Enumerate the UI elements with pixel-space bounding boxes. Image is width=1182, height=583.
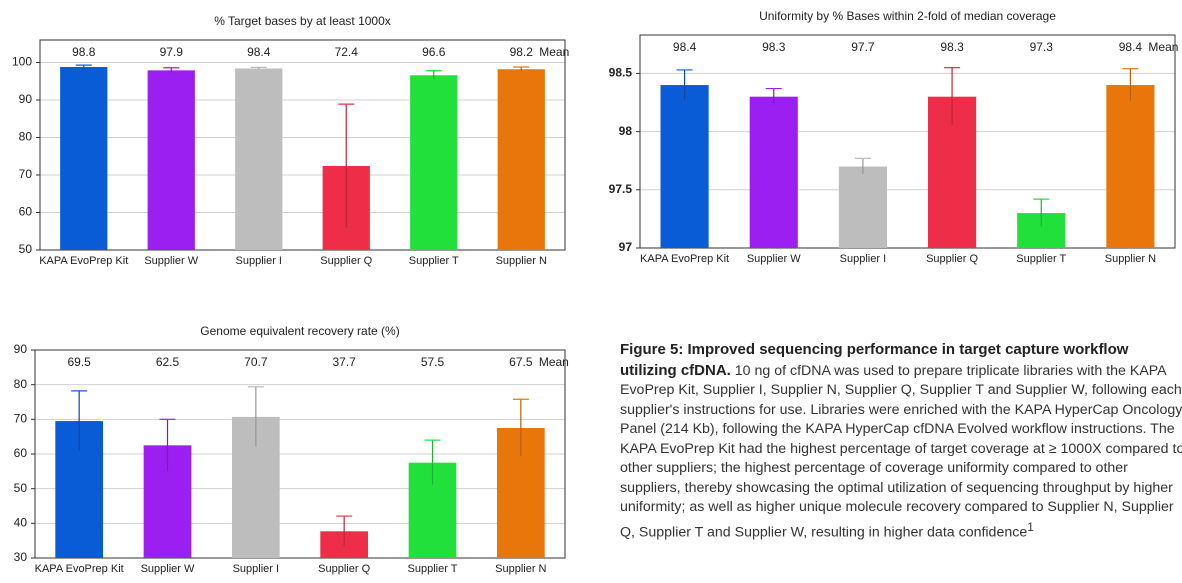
value-label: 98.8 — [72, 45, 96, 59]
x-tick-label: Supplier W — [747, 253, 801, 265]
bar — [749, 96, 798, 248]
value-label: 57.5 — [421, 355, 445, 369]
mean-label: Mean — [539, 45, 569, 59]
value-label: 62.5 — [156, 355, 180, 369]
x-tick-label: KAPA EvoPrep Kit — [640, 253, 729, 265]
y-tick-label: 30 — [14, 550, 28, 564]
value-label: 98.3 — [940, 40, 964, 54]
x-tick-label: Supplier Q — [320, 255, 372, 267]
caption: Figure 5: Improved sequencing performanc… — [620, 340, 1182, 543]
value-label: 67.5 — [509, 355, 533, 369]
chart-title: % Target bases by at least 1000x — [214, 14, 391, 28]
plot-frame — [34, 349, 566, 559]
y-tick-label: 40 — [14, 516, 28, 530]
y-tick-label: 90 — [14, 342, 28, 356]
y-tick-label: 100 — [12, 55, 32, 69]
y-tick-label: 60 — [14, 446, 28, 460]
mean-label: Mean — [1148, 40, 1178, 54]
caption-title: Figure 5: Improved sequencing performanc… — [620, 341, 1129, 379]
value-label: 97.7 — [851, 40, 875, 54]
y-tick-label: 70 — [19, 167, 33, 181]
x-tick-label: Supplier I — [233, 563, 279, 575]
bar — [147, 70, 195, 250]
y-tick-label: 97 — [619, 240, 633, 254]
value-label: 69.5 — [67, 355, 91, 369]
value-label: 70.7 — [244, 355, 268, 369]
value-label: 98.2 — [510, 45, 534, 59]
chart-title: Genome equivalent recovery rate (%) — [200, 324, 399, 338]
x-tick-label: Supplier T — [408, 563, 458, 575]
x-tick-label: KAPA EvoPrep Kit — [35, 563, 124, 575]
y-tick-label: 90 — [19, 92, 33, 106]
bar — [838, 166, 887, 248]
bar — [497, 69, 545, 250]
x-tick-label: KAPA EvoPrep Kit — [39, 255, 128, 267]
plot-frame — [39, 39, 566, 251]
x-tick-label: Supplier T — [1016, 253, 1066, 265]
caption-footnote: 1 — [1027, 519, 1034, 534]
bar — [235, 68, 283, 250]
value-label: 98.3 — [762, 40, 786, 54]
x-tick-label: Supplier W — [141, 563, 195, 575]
bar — [410, 75, 458, 250]
caption-body: 10 ng of cfDNA was used to prepare tripl… — [620, 362, 1182, 541]
y-tick-label: 50 — [19, 242, 33, 256]
chart-title: Uniformity by % Bases within 2-fold of m… — [759, 9, 1056, 23]
x-tick-label: Supplier I — [840, 253, 886, 265]
y-tick-label: 50 — [14, 481, 28, 495]
x-tick-label: Supplier N — [496, 255, 547, 267]
value-label: 98.4 — [1119, 40, 1143, 54]
x-tick-label: Supplier Q — [926, 253, 978, 265]
bar — [1106, 85, 1155, 248]
y-tick-label: 60 — [19, 205, 33, 219]
y-tick-label: 80 — [14, 377, 28, 391]
y-tick-label: 80 — [19, 130, 33, 144]
y-tick-label: 97.5 — [609, 182, 633, 196]
value-label: 97.9 — [160, 45, 184, 59]
value-label: 97.3 — [1030, 40, 1054, 54]
x-tick-label: Supplier W — [144, 255, 198, 267]
mean-label: Mean — [539, 355, 569, 369]
value-label: 37.7 — [332, 355, 356, 369]
bar — [660, 85, 709, 248]
value-label: 98.4 — [247, 45, 271, 59]
x-tick-label: Supplier N — [1105, 253, 1156, 265]
x-tick-label: Supplier N — [495, 563, 546, 575]
x-tick-label: Supplier I — [236, 255, 282, 267]
value-label: 98.4 — [673, 40, 697, 54]
bar — [60, 67, 108, 250]
plot-frame — [639, 34, 1176, 249]
x-tick-label: Supplier T — [409, 255, 459, 267]
value-label: 72.4 — [335, 45, 359, 59]
y-tick-label: 70 — [14, 412, 28, 426]
value-label: 96.6 — [422, 45, 446, 59]
x-tick-label: Supplier Q — [318, 563, 370, 575]
y-tick-label: 98.5 — [609, 66, 633, 80]
y-tick-label: 98 — [619, 124, 633, 138]
